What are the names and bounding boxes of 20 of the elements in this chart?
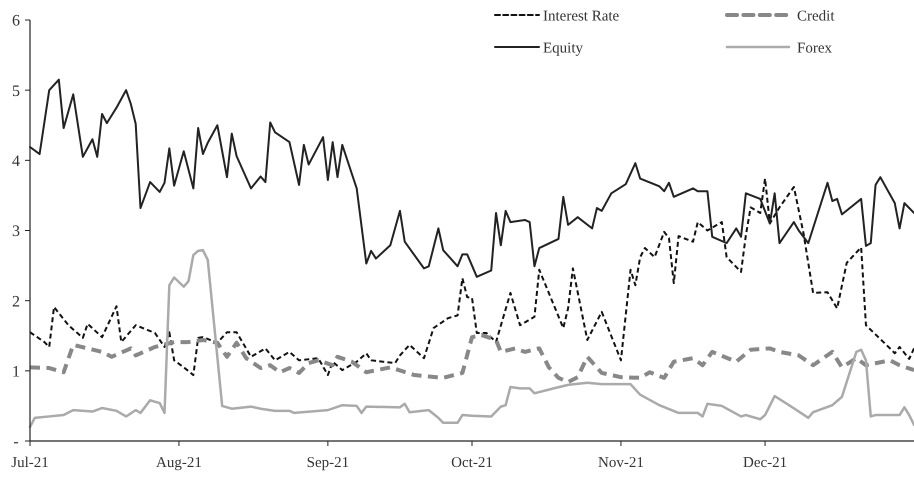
line-series (29, 178, 914, 376)
y-tick-label: 1 (12, 363, 20, 380)
x-tick-label: Jul-21 (11, 455, 49, 471)
y-tick-label: 2 (12, 293, 20, 310)
x-tick-label: Dec-21 (742, 455, 788, 471)
x-tick-label: Sep-21 (306, 455, 350, 471)
y-tick-label: 5 (12, 82, 20, 100)
legend-label: Interest Rate (543, 8, 620, 24)
legend-label: Credit (797, 8, 836, 24)
legend-label: Equity (543, 40, 584, 56)
x-tick-label: Oct-21 (451, 455, 493, 471)
legend-label: Forex (797, 40, 832, 56)
y-tick-label: - (13, 434, 19, 451)
y-tick-label: 6 (12, 12, 20, 30)
line-series (28, 333, 914, 384)
x-tick-label: Aug-21 (156, 455, 202, 471)
y-tick-label: 4 (12, 152, 20, 170)
x-tick-label: Nov-21 (598, 455, 644, 471)
line-series (28, 248, 914, 428)
y-tick-label: 3 (12, 223, 20, 240)
